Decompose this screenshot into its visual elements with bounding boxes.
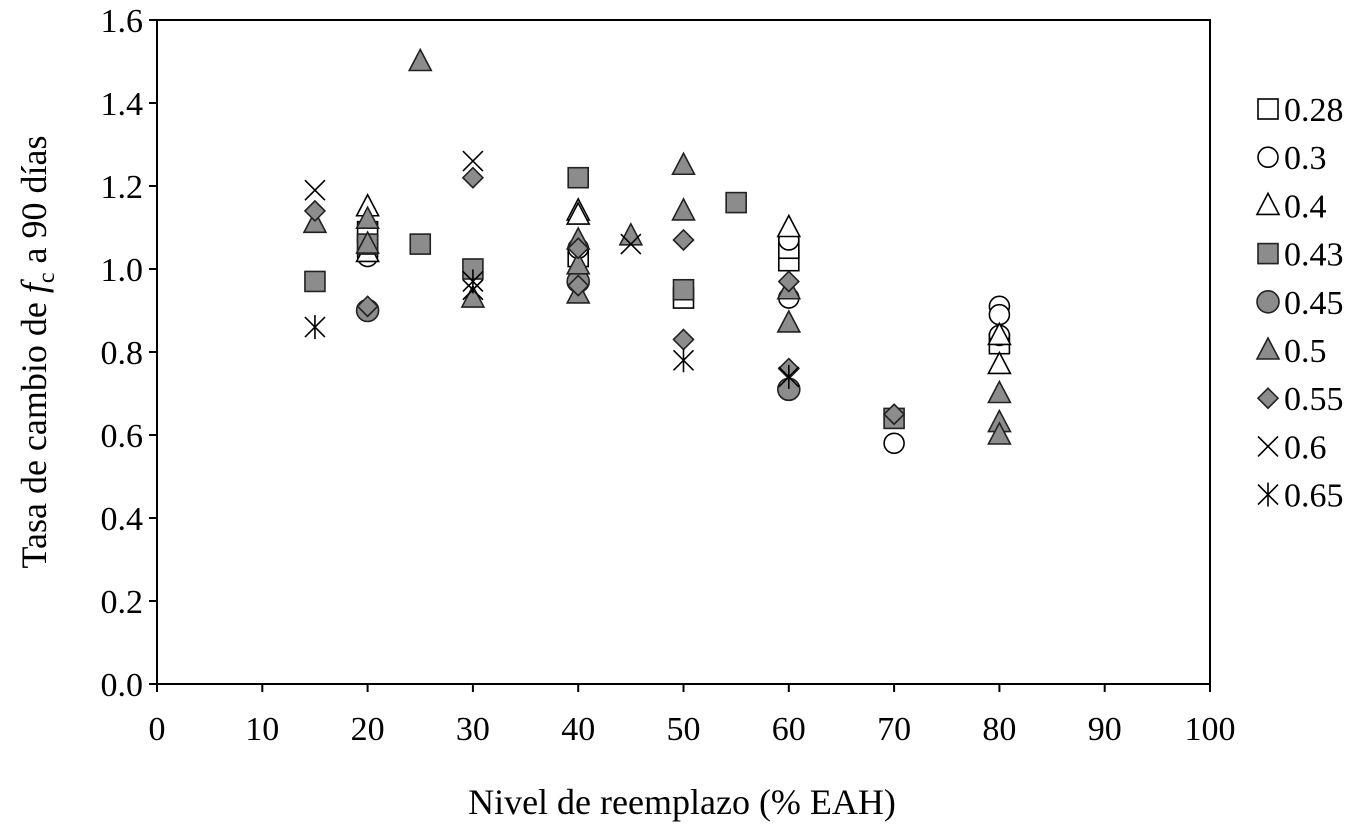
data-point <box>618 222 644 246</box>
y-axis-title-prefix: Tasa de cambio de <box>14 293 54 568</box>
data-point <box>778 364 800 389</box>
y-tick-label: 1.6 <box>101 3 144 40</box>
data-point <box>567 166 590 189</box>
y-tick-label: 0.2 <box>101 584 144 621</box>
data-point <box>671 197 696 221</box>
y-tick-label: 0.6 <box>101 418 144 455</box>
legend-marker <box>1255 191 1281 216</box>
y-tick-label: 0.4 <box>101 501 144 538</box>
legend-marker <box>1255 336 1281 360</box>
legend-marker <box>1257 242 1279 265</box>
y-tick-label: 0.0 <box>101 667 144 704</box>
data-point <box>462 269 484 294</box>
data-point <box>304 270 326 293</box>
legend-item: 0.55 <box>1256 381 1344 418</box>
x-tick-label: 90 <box>1088 711 1122 748</box>
x-axis: 0 10 20 30 40 50 60 70 80 90 100 <box>149 684 1236 748</box>
legend-label: 0.43 <box>1284 237 1344 274</box>
y-tick-label: 0.8 <box>101 335 144 372</box>
y-axis: 0.0 0.2 0.4 0.6 0.8 1.0 1.2 1.4 1.6 <box>101 3 157 704</box>
data-point <box>725 191 747 214</box>
legend-item: 0.28 <box>1257 92 1344 129</box>
data-point <box>776 309 802 333</box>
data-points <box>302 47 1012 455</box>
data-point <box>777 270 800 293</box>
data-point <box>987 421 1012 445</box>
data-point <box>987 321 1012 346</box>
data-point <box>987 379 1012 404</box>
legend-label: 0.65 <box>1284 478 1344 515</box>
legend-label: 0.55 <box>1284 381 1344 418</box>
legend-label: 0.5 <box>1284 333 1327 370</box>
data-point <box>672 278 695 301</box>
legend-label: 0.45 <box>1284 285 1344 322</box>
legend-marker <box>1256 387 1280 410</box>
data-point <box>567 237 590 260</box>
y-tick-label: 1.4 <box>101 86 144 123</box>
x-tick-label: 50 <box>667 711 701 748</box>
data-point <box>620 233 642 255</box>
legend: 0.28 0.3 0.4 0.43 0.45 0.5 0.55 0.6 0.65 <box>1255 92 1344 515</box>
x-tick-label: 10 <box>245 711 279 748</box>
legend-item: 0.65 <box>1257 478 1344 515</box>
data-point <box>672 228 695 252</box>
x-tick-label: 70 <box>877 711 911 748</box>
y-axis-title-suffix: a 90 días <box>14 135 54 272</box>
legend-marker <box>1257 146 1279 168</box>
data-point <box>883 432 905 455</box>
x-tick-label: 100 <box>1185 711 1236 748</box>
x-tick-label: 20 <box>351 711 385 748</box>
data-point <box>565 251 591 275</box>
data-point <box>776 213 802 238</box>
data-point <box>356 295 379 318</box>
data-point <box>409 233 432 255</box>
data-point <box>303 199 327 223</box>
x-tick-label: 40 <box>561 711 595 748</box>
data-point <box>462 150 484 172</box>
data-point <box>987 350 1012 375</box>
y-tick-label: 1.2 <box>101 169 144 206</box>
x-tick-label: 30 <box>456 711 490 748</box>
data-point <box>355 205 380 229</box>
data-point <box>355 230 380 254</box>
data-point <box>567 274 590 297</box>
legend-item: 0.5 <box>1255 333 1327 370</box>
legend-item: 0.4 <box>1255 188 1327 225</box>
legend-marker <box>1257 482 1279 507</box>
data-point <box>672 348 695 373</box>
legend-item: 0.3 <box>1257 140 1327 177</box>
data-point <box>304 179 326 201</box>
data-point <box>460 284 486 308</box>
legend-label: 0.6 <box>1284 429 1327 466</box>
legend-marker <box>1256 289 1280 314</box>
data-point <box>304 315 326 340</box>
x-tick-label: 60 <box>772 711 806 748</box>
y-axis-title: Tasa de cambio de fc a 90 días <box>14 135 60 568</box>
legend-marker <box>1257 435 1279 457</box>
legend-item: 0.6 <box>1257 429 1327 466</box>
x-axis-title: Nivel de reemplazo (% EAH) <box>468 782 896 822</box>
legend-item: 0.45 <box>1256 285 1344 322</box>
x-tick-label: 0 <box>149 711 166 748</box>
legend-item: 0.43 <box>1257 237 1344 274</box>
legend-label: 0.28 <box>1284 92 1344 129</box>
legend-marker <box>1257 98 1279 120</box>
y-axis-title-subscript: c <box>34 272 60 283</box>
data-point <box>672 328 695 351</box>
data-point <box>461 166 485 189</box>
data-point <box>882 403 906 426</box>
data-point <box>988 303 1011 326</box>
data-point <box>671 151 696 176</box>
data-point <box>407 47 433 72</box>
x-tick-label: 80 <box>982 711 1016 748</box>
y-tick-label: 1.0 <box>101 252 144 289</box>
legend-label: 0.4 <box>1284 188 1327 225</box>
legend-label: 0.3 <box>1284 140 1327 177</box>
data-point <box>565 201 591 225</box>
